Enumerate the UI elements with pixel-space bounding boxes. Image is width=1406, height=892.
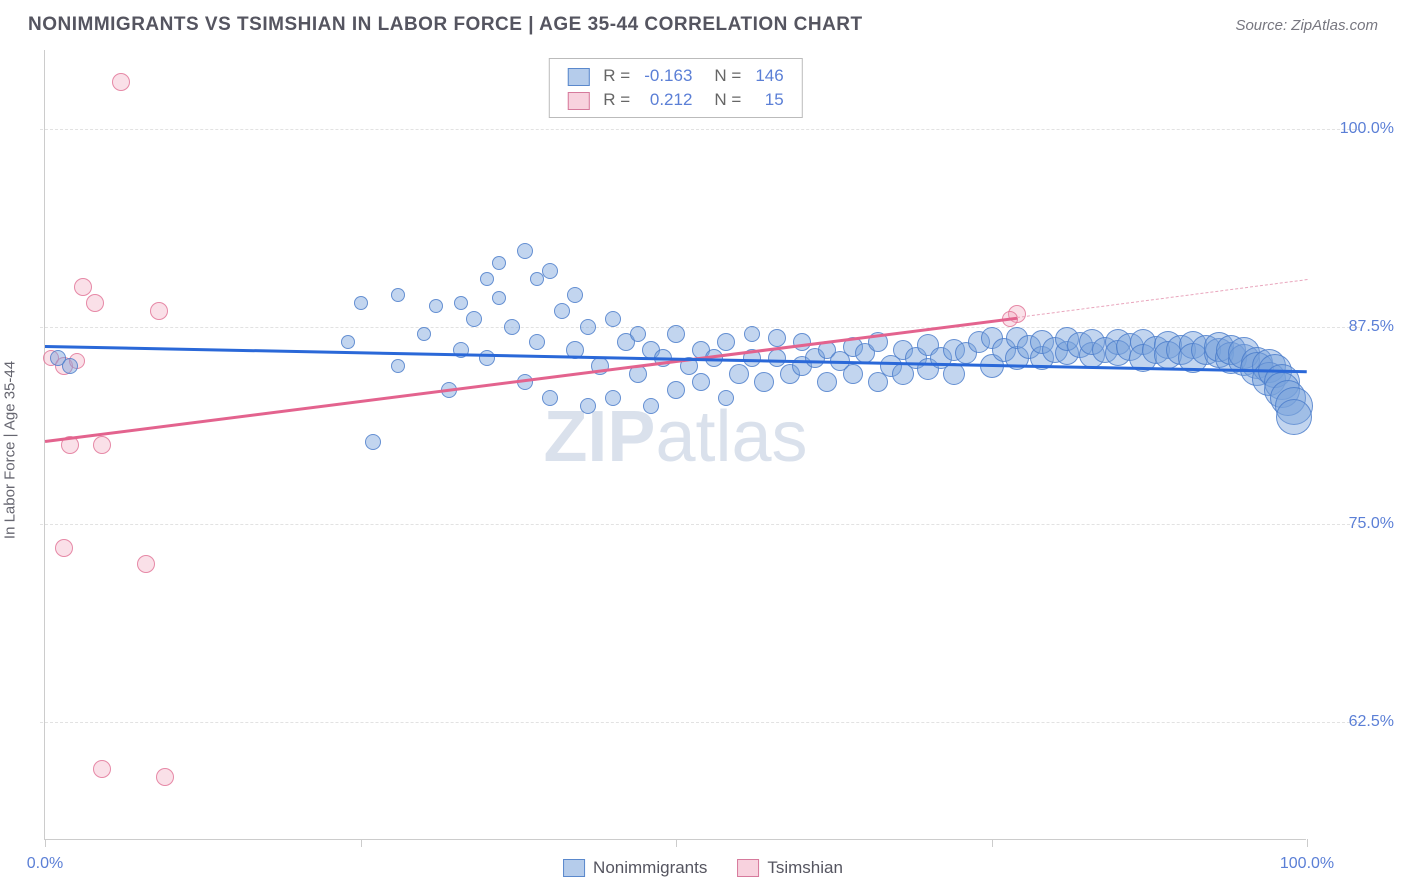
data-point — [341, 335, 355, 349]
y-tick-label: 100.0% — [1340, 120, 1394, 138]
legend-label: Nonimmigrants — [593, 858, 707, 878]
data-point — [492, 256, 506, 270]
data-point — [137, 555, 155, 573]
data-point — [667, 325, 685, 343]
data-point — [843, 364, 863, 384]
data-point — [580, 398, 596, 414]
grid-line — [40, 722, 1360, 723]
series-legend: Nonimmigrants Tsimshian — [563, 858, 843, 878]
data-point — [365, 434, 381, 450]
data-point — [529, 334, 545, 350]
data-point — [504, 319, 520, 335]
data-point — [74, 278, 92, 296]
x-tick — [992, 839, 993, 847]
legend-swatch — [737, 859, 759, 877]
data-point — [391, 288, 405, 302]
data-point — [55, 539, 73, 557]
legend-swatch — [567, 92, 589, 110]
data-point — [554, 303, 570, 319]
scatter-chart: ZIPatlas R = -0.163N = 146R = 0.212N = 1… — [44, 50, 1306, 840]
legend-swatch — [563, 859, 585, 877]
y-tick-label: 75.0% — [1349, 515, 1394, 533]
legend-item: Tsimshian — [737, 858, 843, 878]
data-point — [454, 296, 468, 310]
data-point — [744, 326, 760, 342]
data-point — [567, 287, 583, 303]
data-point — [62, 358, 78, 374]
data-point — [542, 263, 558, 279]
x-tick — [45, 839, 46, 847]
data-point — [667, 381, 685, 399]
data-point — [768, 329, 786, 347]
x-tick-label: 100.0% — [1280, 855, 1334, 873]
data-point — [718, 390, 734, 406]
data-point — [605, 390, 621, 406]
legend-label: Tsimshian — [767, 858, 843, 878]
data-point — [542, 390, 558, 406]
source-attribution: Source: ZipAtlas.com — [1235, 17, 1378, 34]
legend-row: R = -0.163N = 146 — [561, 65, 789, 87]
data-point — [480, 272, 494, 286]
data-point — [1276, 399, 1312, 435]
data-point — [86, 294, 104, 312]
data-point — [93, 436, 111, 454]
x-tick — [361, 839, 362, 847]
correlation-legend: R = -0.163N = 146R = 0.212N = 15 — [548, 58, 802, 118]
data-point — [466, 311, 482, 327]
data-point — [391, 359, 405, 373]
data-point — [605, 311, 621, 327]
data-point — [580, 319, 596, 335]
legend-swatch — [567, 68, 589, 86]
data-point — [517, 243, 533, 259]
data-point — [354, 296, 368, 310]
data-point — [717, 333, 735, 351]
data-point — [150, 302, 168, 320]
data-point — [817, 372, 837, 392]
data-point — [754, 372, 774, 392]
legend-item: Nonimmigrants — [563, 858, 707, 878]
data-point — [643, 398, 659, 414]
grid-line — [40, 524, 1360, 525]
data-point — [156, 768, 174, 786]
y-axis-label: In Labor Force | Age 35-44 — [2, 361, 19, 539]
x-tick — [1307, 839, 1308, 847]
data-point — [479, 350, 495, 366]
data-point — [93, 760, 111, 778]
x-tick — [676, 839, 677, 847]
data-point — [630, 326, 646, 342]
legend-row: R = 0.212N = 15 — [561, 89, 789, 111]
grid-line — [40, 129, 1360, 130]
data-point — [768, 349, 786, 367]
x-tick-label: 0.0% — [27, 855, 63, 873]
data-point — [943, 363, 965, 385]
y-tick-label: 87.5% — [1349, 318, 1394, 336]
data-point — [112, 73, 130, 91]
grid-line — [40, 327, 1360, 328]
y-tick-label: 62.5% — [1349, 713, 1394, 731]
data-point — [429, 299, 443, 313]
data-point — [729, 364, 749, 384]
trend-line — [1017, 279, 1307, 318]
data-point — [417, 327, 431, 341]
data-point — [692, 373, 710, 391]
data-point — [492, 291, 506, 305]
chart-title: NONIMMIGRANTS VS TSIMSHIAN IN LABOR FORC… — [28, 14, 863, 36]
